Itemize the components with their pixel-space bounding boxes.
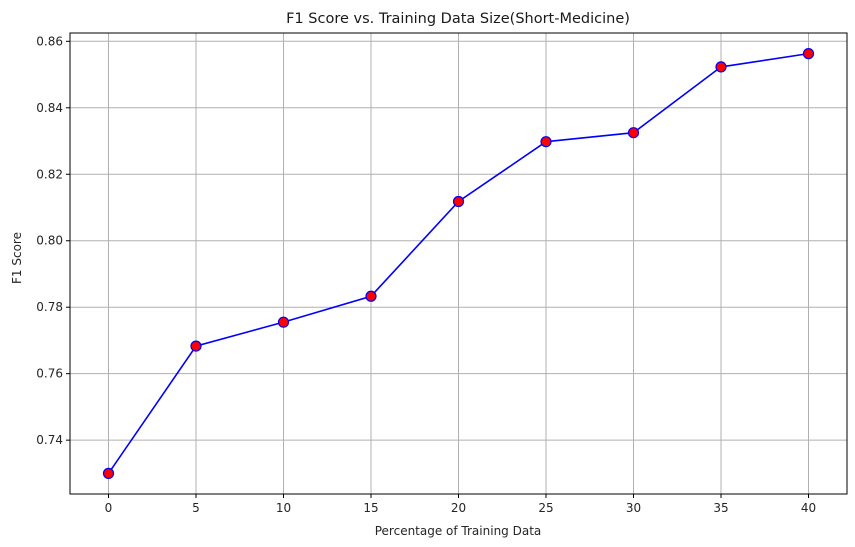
x-tick-label: 40 [801,501,816,515]
axis-ticks: 0 5 10 15 20 25 30 35 40 0.74 0.76 0.78 0.80 0.82 0.84… [36,34,816,515]
y-axis-label: F1 Score [10,232,24,284]
data-point [102,467,115,479]
x-tick-label: 30 [626,501,641,515]
y-tick-label: 0.76 [36,367,63,381]
data-point [190,340,202,352]
data-point [452,195,465,208]
y-tick-label: 0.82 [36,167,63,181]
data-point [540,136,552,148]
x-tick-label: 5 [192,501,200,515]
x-tick-label: 20 [451,501,466,515]
y-tick-label: 0.86 [36,34,63,48]
x-tick-label: 0 [105,501,113,515]
grid-lines [70,33,847,494]
x-tick-label: 35 [713,501,728,515]
x-tick-label: 25 [538,501,553,515]
data-point [365,290,377,302]
data-point [627,127,640,139]
x-tick-label: 15 [363,501,378,515]
y-tick-label: 0.84 [36,101,63,115]
y-tick-label: 0.78 [36,300,63,314]
series-layer [102,48,815,479]
chart-title: F1 Score vs. Training Data Size(Short-Me… [286,11,630,27]
y-tick-label: 0.80 [36,234,63,248]
data-point [802,48,815,60]
y-tick-label: 0.74 [36,433,63,447]
x-axis-label: Percentage of Training Data [375,524,542,538]
data-point [715,61,727,73]
data-point [277,316,290,328]
x-tick-label: 10 [276,501,291,515]
